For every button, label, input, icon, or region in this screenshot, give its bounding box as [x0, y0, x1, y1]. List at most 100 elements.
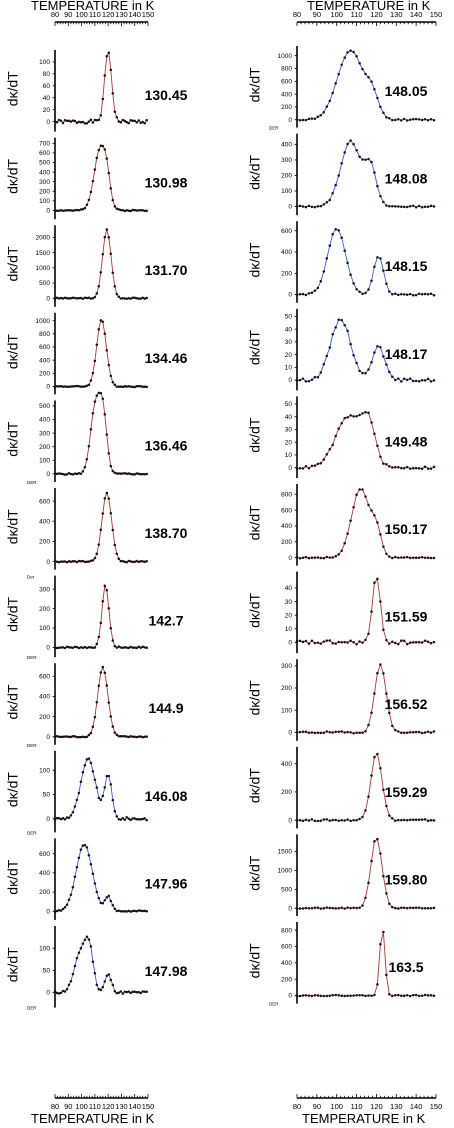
der-label: DER	[269, 126, 279, 131]
data-point	[135, 817, 138, 821]
data-point	[91, 371, 95, 375]
data-point	[349, 519, 352, 522]
data-point	[388, 205, 391, 208]
data-point	[79, 946, 83, 950]
data-point	[429, 292, 433, 296]
data-point	[95, 890, 99, 894]
data-point	[304, 205, 308, 209]
data-point	[301, 118, 305, 122]
data-point	[129, 645, 132, 649]
data-point	[87, 198, 91, 202]
data-point	[107, 51, 111, 54]
data-point	[63, 560, 67, 563]
data-point	[340, 549, 343, 552]
data-point	[388, 992, 391, 996]
y-tick-label: 200	[281, 976, 292, 983]
data-point	[331, 192, 334, 195]
data-point	[97, 285, 101, 288]
data-point	[298, 730, 302, 734]
data-point	[343, 994, 346, 998]
y-tick-label: 500	[39, 403, 50, 410]
data-point	[87, 560, 91, 563]
data-point	[125, 208, 128, 212]
data-point	[89, 118, 93, 122]
data-point	[145, 818, 148, 822]
data-point	[93, 118, 97, 122]
data-point	[417, 118, 421, 121]
data-point	[382, 355, 385, 358]
data-point	[131, 119, 134, 123]
data-point	[355, 415, 358, 418]
data-point	[107, 171, 111, 175]
data-point	[127, 297, 130, 300]
data-point	[135, 735, 138, 739]
data-point	[93, 715, 97, 719]
data-point	[127, 121, 130, 125]
data-point	[55, 560, 59, 564]
data-point	[373, 265, 376, 268]
y-tick-label: 30	[285, 599, 293, 606]
data-point	[301, 907, 305, 910]
data-point	[137, 209, 140, 212]
data-point	[145, 472, 148, 476]
data-point	[111, 271, 115, 275]
data-point	[349, 414, 352, 417]
data-point	[346, 142, 349, 146]
data-point	[352, 282, 355, 285]
data-point	[423, 556, 427, 560]
data-point	[53, 990, 57, 993]
data-point	[420, 556, 424, 559]
y-tick-label: 300	[281, 157, 292, 164]
data-point	[331, 641, 334, 645]
data-point	[79, 646, 83, 649]
data-point	[131, 990, 134, 994]
data-point	[123, 385, 127, 388]
data-point	[137, 818, 140, 821]
data-point	[127, 209, 130, 212]
data-point	[73, 384, 77, 388]
data-point	[414, 293, 418, 297]
data-point	[109, 627, 113, 630]
data-point	[322, 640, 326, 643]
data-point	[105, 684, 109, 687]
data-point	[85, 203, 89, 207]
y-tick-label: 100	[39, 767, 50, 774]
data-point	[141, 990, 144, 993]
data-point	[423, 907, 427, 910]
data-point	[77, 472, 81, 475]
data-point	[63, 385, 67, 388]
data-point	[93, 778, 97, 782]
data-point	[125, 297, 128, 301]
y-axis-label: dκ/dT	[247, 417, 263, 452]
data-point	[85, 846, 89, 849]
y-tick-label: 1500	[278, 849, 293, 856]
data-point	[307, 467, 311, 470]
y-tick-label: 200	[39, 606, 50, 613]
data-point	[129, 818, 132, 822]
data-point	[55, 646, 59, 650]
data-point	[129, 735, 132, 738]
data-point	[334, 730, 337, 733]
data-point	[397, 205, 400, 208]
data-point	[91, 179, 95, 183]
data-point	[394, 906, 397, 910]
data-point	[355, 148, 358, 152]
data-point	[385, 973, 388, 977]
data-point	[385, 552, 388, 556]
data-point	[93, 168, 97, 171]
data-point	[361, 158, 364, 161]
data-point	[400, 205, 403, 208]
data-point	[367, 411, 370, 415]
der-label: DER	[27, 655, 37, 660]
data-point	[397, 465, 400, 469]
data-point	[420, 292, 424, 296]
data-point	[121, 816, 125, 820]
data-point	[331, 443, 334, 447]
data-point	[301, 730, 305, 734]
data-point	[101, 985, 105, 989]
data-point	[376, 983, 379, 986]
y-tick-label: 400	[281, 142, 292, 149]
panel-label: 147.98	[145, 963, 188, 979]
y-tick-label: 200	[39, 889, 50, 896]
data-point	[77, 646, 81, 650]
